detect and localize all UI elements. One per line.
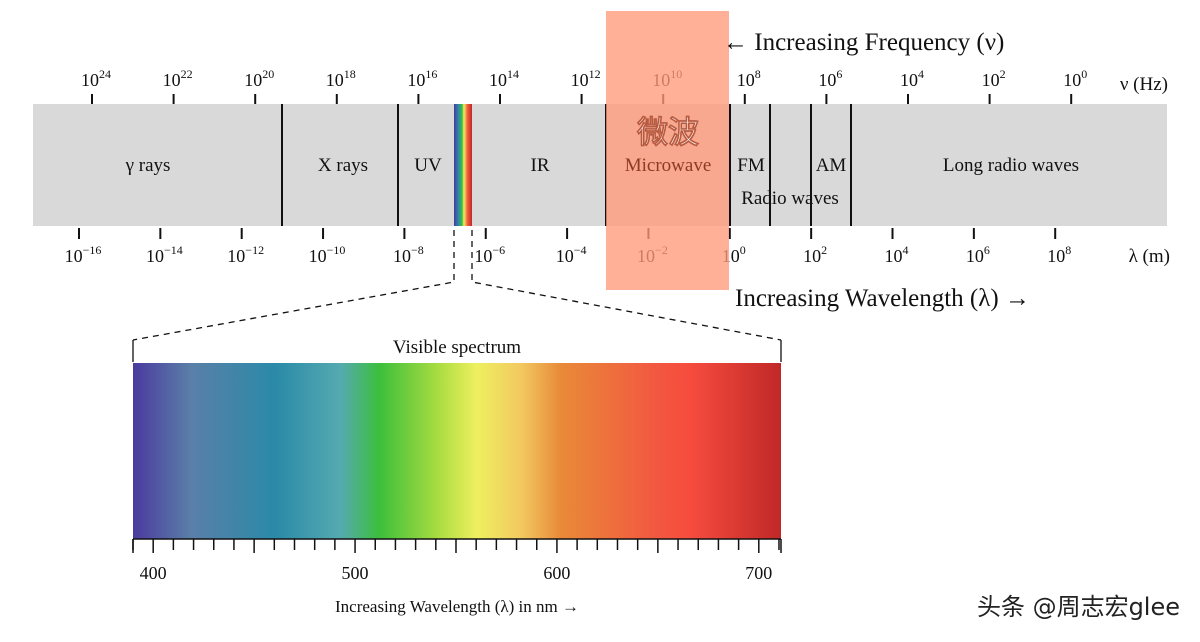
microwave-highlight (606, 11, 729, 290)
zoom-connector-lines (132, 230, 782, 341)
visible-tick-label: 500 (342, 563, 369, 583)
band-am: AM (816, 155, 847, 176)
band-radio: Radio waves (741, 188, 839, 209)
wavelength_axis-tick-label: 10−10 (309, 243, 346, 266)
spectrum-band (33, 104, 1167, 226)
band-ir: IR (531, 155, 550, 176)
frequency_axis-tick-label: 108 (737, 67, 761, 90)
wavelength-direction-label: Increasing Wavelength (λ) → (735, 285, 1030, 312)
visible-bracket (132, 340, 782, 362)
frequency-direction-label: ← Increasing Frequency (ν) (723, 29, 1004, 56)
wavelength_axis-tick-label: 10−14 (146, 243, 183, 266)
frequency_axis-tick-label: 1020 (244, 67, 274, 90)
frequency_axis-tick-label: 1012 (571, 67, 601, 90)
frequency_axis-tick-label: 102 (982, 67, 1006, 90)
wavelength_axis-tick-label: 10−16 (65, 243, 102, 266)
frequency_axis-tick-label: 1022 (163, 67, 193, 90)
visible-spectrum-title: Visible spectrum (393, 337, 521, 358)
visible-band-strip (454, 104, 472, 226)
band-xray: X rays (318, 155, 368, 176)
wavelength_axis-tick-label: 10−8 (393, 243, 424, 266)
wavelength_axis-tick-label: 10−6 (474, 243, 505, 266)
band-long-radio: Long radio waves (943, 155, 1079, 176)
visible-tick-label: 700 (745, 563, 772, 583)
wavelength_axis-tick-label: 104 (885, 243, 909, 266)
wavelength-axis-label: λ (m) (1129, 246, 1170, 267)
frequency_axis-tick-label: 100 (1063, 67, 1087, 90)
visible-spectrum-gradient (133, 363, 781, 539)
wavelength_axis-tick-label: 102 (803, 243, 827, 266)
visible-tick-label: 600 (543, 563, 570, 583)
frequency-axis-label: ν (Hz) (1120, 74, 1168, 95)
wavelength_axis-tick-label: 106 (966, 243, 990, 266)
frequency_axis-tick-label: 1014 (489, 67, 519, 90)
highlight-label: 微波 (636, 115, 699, 151)
frequency_axis-tick-label: 1018 (326, 67, 356, 90)
band-microwave: Microwave (625, 155, 712, 176)
visible-tick-label: 400 (140, 563, 167, 583)
band-fm: FM (737, 155, 765, 176)
frequency_axis-tick-label: 1016 (407, 67, 437, 90)
wavelength_axis-tick-label: 10−12 (227, 243, 264, 266)
frequency_axis-tick-label: 106 (818, 67, 842, 90)
watermark: 头条 @周志宏glee (977, 593, 1180, 621)
wavelength_axis-tick-label: 108 (1047, 243, 1071, 266)
visible-caption: Increasing Wavelength (λ) in nm → (335, 597, 579, 616)
frequency_axis-tick-label: 1024 (81, 67, 111, 90)
band-gamma: γ rays (125, 155, 171, 176)
wavelength_axis-tick-label: 10−4 (556, 243, 587, 266)
frequency_axis-tick-label: 104 (900, 67, 924, 90)
band-uv: UV (414, 155, 442, 176)
